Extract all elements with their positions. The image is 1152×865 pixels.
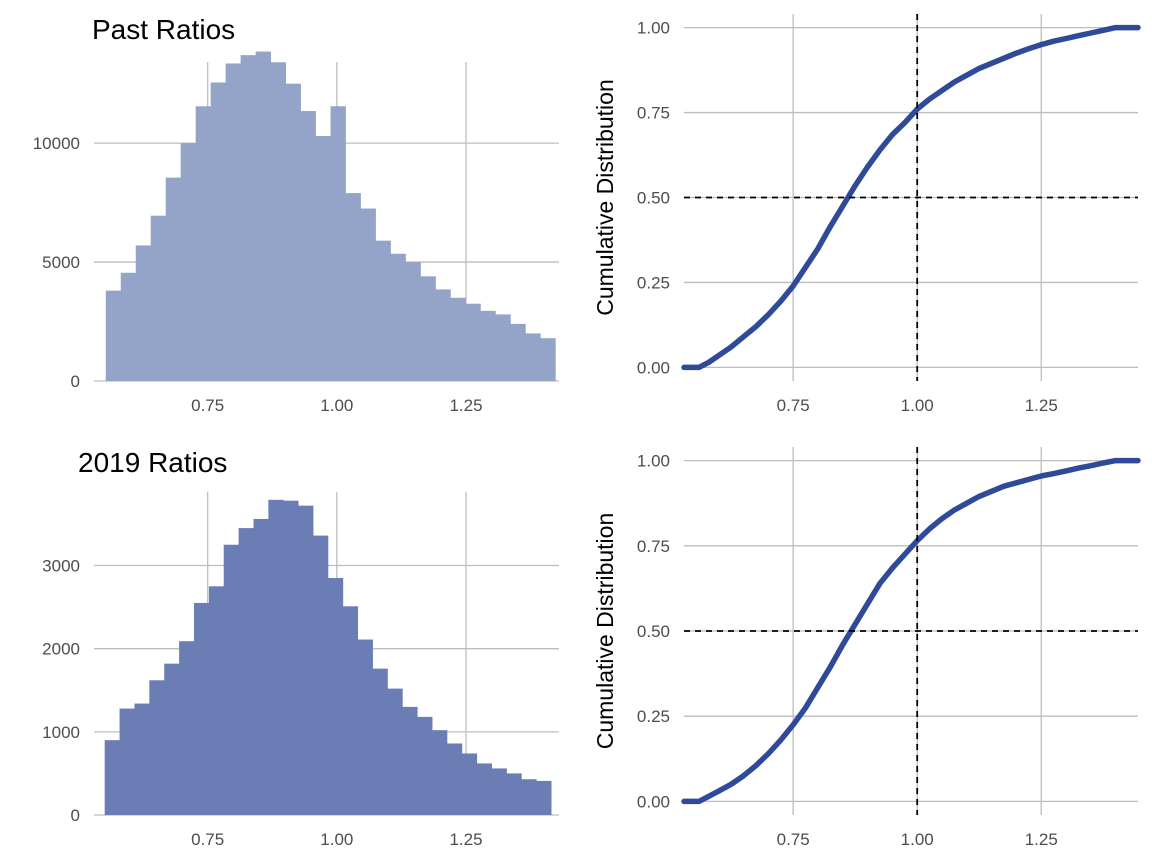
- past-hist-y-tick-label: 10000: [33, 134, 80, 153]
- past-hist-y-tick-label: 0: [71, 372, 80, 391]
- 2019-hist-bar: [417, 716, 433, 815]
- 2019-hist-bar: [193, 602, 210, 815]
- past-hist-bar: [540, 338, 556, 381]
- past-hist-bar: [300, 111, 316, 382]
- 2019-hist-bar: [506, 773, 522, 815]
- 2019-hist-bar: [372, 668, 388, 815]
- 2019-hist-y-tick-label: 1000: [42, 723, 80, 742]
- past-hist-bar: [120, 272, 137, 381]
- past-ecdf-y-tick-label: 0.25: [637, 273, 670, 292]
- past-hist-bar: [240, 55, 257, 382]
- 2019-ecdf-y-tick-label: 1.00: [637, 452, 670, 471]
- past-hist-bar: [255, 51, 271, 381]
- past-hist-bar: [510, 323, 526, 381]
- 2019-ecdf-ecdf-line: [681, 457, 1141, 805]
- 2019-hist-bar: [164, 663, 180, 815]
- 2019-hist-bar: [134, 703, 150, 815]
- 2019-hist-x-tick-label: 0.75: [191, 830, 224, 849]
- 2019-hist-x-tick-label: 1.25: [449, 830, 482, 849]
- 2019-ecdf-y-tick-label: 0.50: [637, 622, 670, 641]
- 2019-hist-bar: [298, 505, 314, 815]
- past-hist-x-tick-label: 0.75: [191, 396, 224, 415]
- 2019-hist-title: 2019 Ratios: [78, 447, 227, 478]
- 2019-hist-bar: [238, 528, 254, 815]
- past-hist-bar: [525, 333, 541, 381]
- past-ecdf-y-axis-label: Cumulative Distribution: [592, 79, 618, 315]
- 2019-hist-bar: [521, 779, 537, 815]
- past-hist-bar: [360, 208, 376, 381]
- past-hist-bar: [450, 297, 466, 381]
- 2019-ecdf-y-axis-label: Cumulative Distribution: [592, 513, 618, 749]
- 2019-hist-bar: [223, 544, 240, 815]
- 2019-hist-bar: [342, 606, 359, 815]
- 2019-hist-bar: [476, 763, 492, 815]
- past-ecdf-y-tick-label: 1.00: [637, 19, 670, 38]
- 2019-hist-bar: [432, 730, 448, 815]
- past-hist-bar: [345, 193, 361, 381]
- past-hist-bar: [105, 290, 122, 381]
- 2019-hist-bar: [491, 768, 507, 815]
- 2019-hist-bar: [283, 500, 299, 815]
- past-hist-bar: [465, 303, 481, 381]
- past-hist-bar: [375, 240, 391, 381]
- 2019-ecdf-y-tick-label: 0.75: [637, 537, 670, 556]
- past-hist-bar: [195, 106, 212, 382]
- past-hist-bar: [390, 253, 406, 381]
- past-hist-bar: [480, 310, 496, 381]
- past-hist-bar: [420, 276, 436, 381]
- past-hist-bar: [330, 106, 346, 382]
- 2019-hist-y-tick-label: 0: [71, 806, 80, 825]
- past-ecdf-y-tick-label: 0.00: [637, 358, 670, 377]
- 2019-hist-bar: [268, 499, 284, 815]
- past-ecdf-y-tick-label: 0.75: [637, 104, 670, 123]
- 2019-hist-bar: [104, 740, 120, 815]
- past-hist-x-tick-label: 1.25: [449, 396, 482, 415]
- past-hist-bar: [165, 177, 182, 381]
- past-ecdf-x-tick-label: 0.75: [777, 396, 810, 415]
- 2019-hist-bar: [402, 706, 418, 815]
- 2019-hist-bar: [446, 743, 463, 815]
- 2019-ecdf-x-tick-label: 1.25: [1025, 830, 1058, 849]
- past-ecdf-y-tick-label: 0.50: [637, 189, 670, 208]
- 2019-ecdf-y-tick-label: 0.25: [637, 707, 670, 726]
- past-ecdf-x-tick-label: 1.00: [901, 396, 934, 415]
- 2019-hist-bar: [387, 688, 403, 815]
- 2019-hist-bar: [357, 639, 373, 815]
- past-hist-x-tick-label: 1.00: [320, 396, 353, 415]
- 2019-hist-bar: [208, 586, 225, 815]
- 2019-hist-y-tick-label: 3000: [42, 557, 80, 576]
- 2019-hist-bar: [313, 535, 329, 815]
- 2019-hist-x-tick-label: 1.00: [320, 830, 353, 849]
- past-hist-bar: [270, 62, 286, 382]
- past-hist-bar: [225, 63, 242, 381]
- past-hist-bar: [315, 136, 331, 381]
- past-hist-bar: [210, 82, 227, 381]
- 2019-ecdf-y-tick-label: 0.00: [637, 792, 670, 811]
- past-hist-bar: [405, 262, 421, 381]
- past-hist-title: Past Ratios: [92, 14, 235, 45]
- 2019-hist-y-tick-label: 2000: [42, 640, 80, 659]
- past-hist-bar: [435, 289, 451, 381]
- 2019-hist-bar: [179, 641, 195, 815]
- 2019-hist-bar: [536, 780, 552, 815]
- 2019-ecdf-x-tick-label: 1.00: [901, 830, 934, 849]
- 2019-ecdf-x-tick-label: 0.75: [777, 830, 810, 849]
- past-ecdf-x-tick-label: 1.25: [1025, 396, 1058, 415]
- past-hist-bar: [135, 245, 152, 381]
- past-hist-bar: [150, 215, 167, 381]
- past-hist-bar: [180, 143, 197, 381]
- past-ecdf-ecdf-line: [681, 24, 1141, 371]
- 2019-hist-bar: [327, 578, 344, 815]
- past-hist-bar: [495, 314, 511, 381]
- 2019-hist-bar: [149, 680, 165, 815]
- past-hist-bar: [285, 83, 301, 381]
- 2019-hist-bar: [461, 753, 478, 815]
- 2019-hist-bar: [119, 708, 135, 815]
- 2019-hist-bar: [253, 518, 269, 815]
- past-hist-y-tick-label: 5000: [42, 253, 80, 272]
